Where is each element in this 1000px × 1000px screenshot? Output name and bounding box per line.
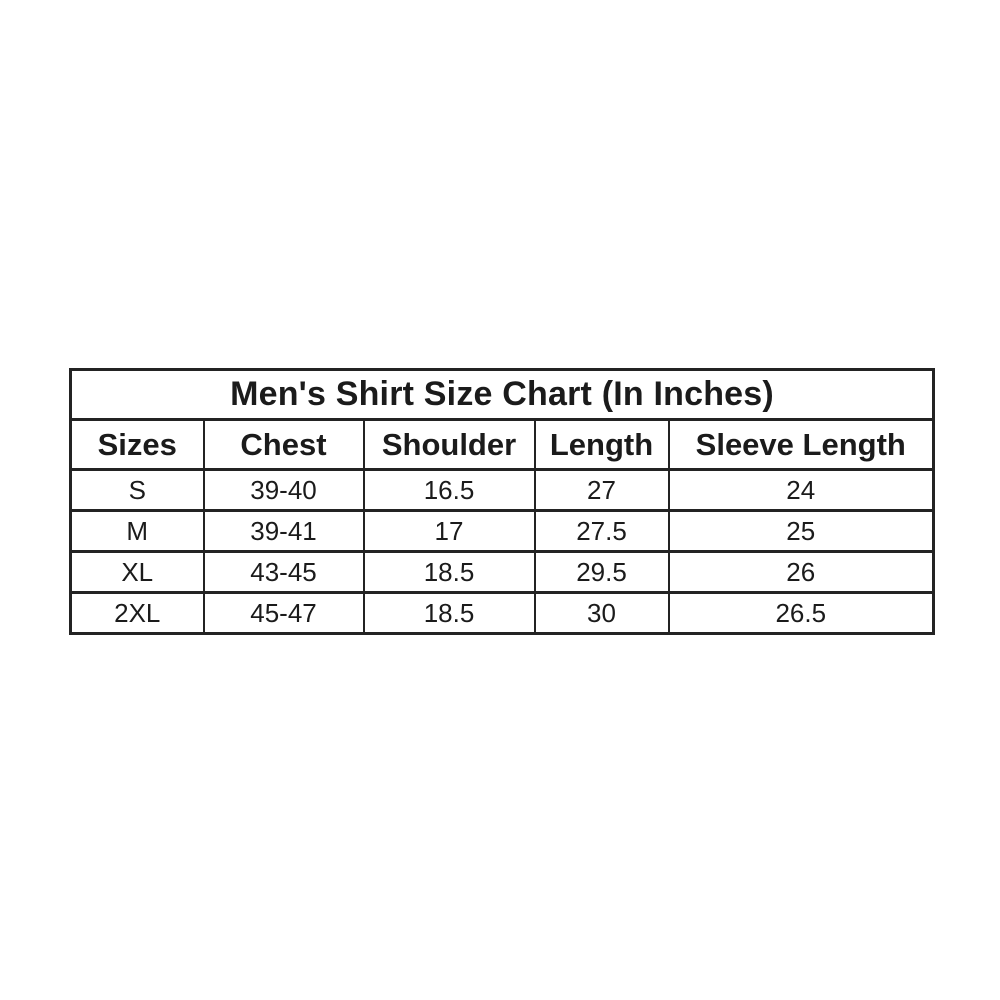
size-chart-table: Men's Shirt Size Chart (In Inches) Sizes… [69,368,935,635]
shoulder-cell: 17 [362,509,536,553]
chest-cell: 39-40 [202,468,365,512]
length-cell: 29.5 [533,550,670,594]
shoulder-cell: 16.5 [362,468,536,512]
chart-title: Men's Shirt Size Chart (In Inches) [69,368,935,421]
chest-cell: 43-45 [202,550,365,594]
table-row-xl: XL 43-45 18.5 29.5 26 [69,550,935,594]
length-cell: 27 [533,468,670,512]
sleeve-length-cell: 26.5 [667,591,935,635]
table-row-2xl: 2XL 45-47 18.5 30 26.5 [69,591,935,635]
chest-cell: 45-47 [202,591,365,635]
sleeve-length-cell: 25 [667,509,935,553]
chest-cell: 39-41 [202,509,365,553]
length-cell: 27.5 [533,509,670,553]
title-row: Men's Shirt Size Chart (In Inches) [69,368,935,421]
column-header-sleeve-length: Sleeve Length [667,418,935,471]
sleeve-length-cell: 24 [667,468,935,512]
column-header-length: Length [533,418,670,471]
column-header-chest: Chest [202,418,365,471]
table-row-s: S 39-40 16.5 27 24 [69,468,935,512]
size-cell: M [69,509,205,553]
length-cell: 30 [533,591,670,635]
size-cell: 2XL [69,591,205,635]
shoulder-cell: 18.5 [362,591,536,635]
column-header-sizes: Sizes [69,418,205,471]
shoulder-cell: 18.5 [362,550,536,594]
header-row: Sizes Chest Shoulder Length Sleeve Lengt… [69,418,935,471]
table-row-m: M 39-41 17 27.5 25 [69,509,935,553]
size-cell: S [69,468,205,512]
column-header-shoulder: Shoulder [362,418,536,471]
sleeve-length-cell: 26 [667,550,935,594]
size-cell: XL [69,550,205,594]
